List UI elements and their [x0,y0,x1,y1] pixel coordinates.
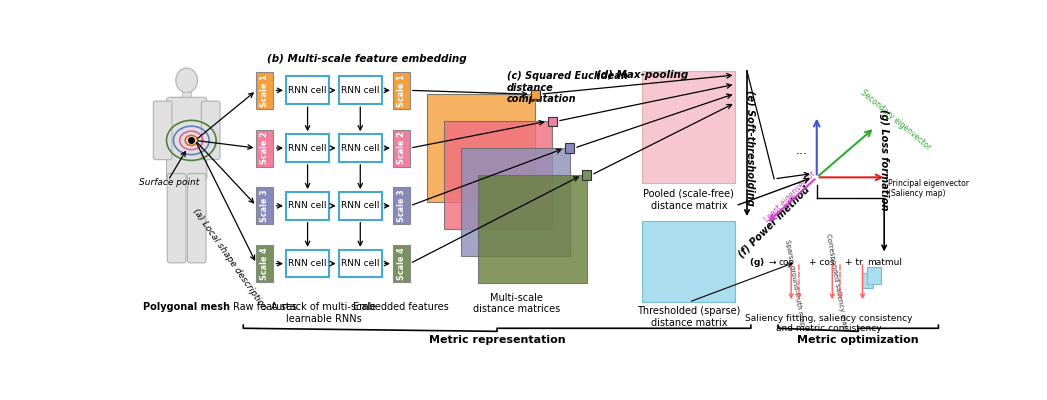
Bar [427,94,535,202]
Bar [643,221,735,302]
Bar [257,72,273,109]
Text: Scale 1: Scale 1 [261,74,269,107]
FancyBboxPatch shape [168,174,186,263]
Bar [338,134,382,162]
Text: Least eigenvector: Least eigenvector [762,169,817,224]
Text: (a) Local shape description: (a) Local shape description [192,207,269,312]
Bar [286,192,329,220]
Text: Polygonal mesh: Polygonal mesh [143,302,230,312]
Text: RNN cell: RNN cell [288,86,327,95]
Bar [582,170,592,180]
Text: Embedded features: Embedded features [354,302,449,312]
Text: A stack of multi-scale
learnable RNNs: A stack of multi-scale learnable RNNs [271,302,377,324]
Bar [565,144,574,153]
Bar [257,130,273,166]
Text: Scale 4: Scale 4 [397,247,406,280]
Text: Metric representation: Metric representation [429,335,565,345]
Bar [286,250,329,278]
Text: RNN cell: RNN cell [288,201,327,210]
Bar [286,134,329,162]
Text: (g) $\rightarrow$: (g) $\rightarrow$ [750,256,778,268]
Ellipse shape [176,68,198,93]
Bar [531,90,540,99]
Bar [548,116,557,126]
Text: Scale 1: Scale 1 [397,74,406,107]
Text: Sparse ground-truth map: Sparse ground-truth map [784,239,806,327]
FancyBboxPatch shape [201,101,220,160]
Text: (e) Soft-thresholding: (e) Soft-thresholding [745,90,755,206]
Text: Pooled (scale-free)
distance matrix: Pooled (scale-free) distance matrix [644,189,734,210]
Text: RNN cell: RNN cell [341,144,379,153]
Text: (f) Power method: (f) Power method [736,184,811,259]
Bar [257,245,273,282]
Text: (c) Squared Euclidean
distance
computation: (c) Squared Euclidean distance computati… [507,71,627,104]
Text: Metric optimization: Metric optimization [798,335,919,345]
Text: (d) Max-pooling: (d) Max-pooling [596,70,688,80]
Bar [286,76,329,104]
Text: cos: cos [779,258,794,266]
Text: RNN cell: RNN cell [288,144,327,153]
Text: Scale 4: Scale 4 [261,247,269,280]
Text: matmul: matmul [867,258,903,266]
Text: (b) Multi-scale feature embedding: (b) Multi-scale feature embedding [267,54,467,64]
Bar [867,268,882,284]
Text: + cos: + cos [809,258,834,266]
Bar [338,192,382,220]
FancyBboxPatch shape [153,101,172,160]
Bar [643,71,735,183]
FancyBboxPatch shape [166,97,207,180]
Bar [393,245,409,282]
Text: Secondary eigenvector: Secondary eigenvector [860,88,933,152]
Bar [461,148,570,256]
Bar [862,273,873,288]
Text: (g) Loss formation: (g) Loss formation [879,109,889,210]
Text: Scale 3: Scale 3 [397,190,406,222]
Bar [393,72,409,109]
Text: + tr: + tr [845,258,863,266]
Bar [182,92,192,101]
Text: Surface point: Surface point [138,178,199,187]
Text: Raw features: Raw features [232,302,297,312]
Text: Principal eigenvector
(Saliency map): Principal eigenvector (Saliency map) [888,179,970,198]
Bar [444,121,553,229]
Text: ...: ... [796,144,807,157]
Bar [338,76,382,104]
FancyBboxPatch shape [187,174,206,263]
Text: RNN cell: RNN cell [341,259,379,268]
Bar [257,187,273,224]
Text: RNN cell: RNN cell [341,201,379,210]
Text: RNN cell: RNN cell [341,86,379,95]
Bar [338,250,382,278]
Text: Scale 2: Scale 2 [261,132,269,164]
Text: RNN cell: RNN cell [288,259,327,268]
Bar [393,130,409,166]
Text: Thresholded (sparse)
distance matrix: Thresholded (sparse) distance matrix [638,306,740,328]
Text: Corresponded saliency map: Corresponded saliency map [825,233,847,330]
Text: Scale 3: Scale 3 [261,190,269,222]
Bar [393,187,409,224]
Text: Multi-scale
distance matrices: Multi-scale distance matrices [473,293,560,314]
Text: Scale 2: Scale 2 [397,132,406,164]
Text: Saliency fitting, saliency consistency
and metric consistency: Saliency fitting, saliency consistency a… [744,314,912,333]
Bar [478,175,586,283]
